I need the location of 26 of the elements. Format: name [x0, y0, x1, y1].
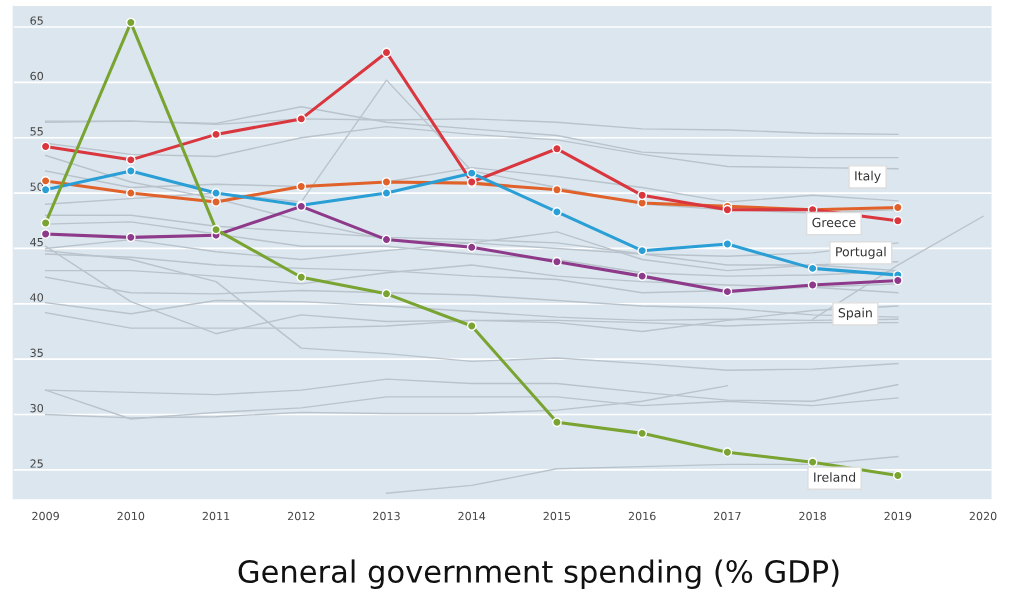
x-tick-label: 2011	[202, 511, 230, 521]
y-tick-label: 30	[30, 403, 44, 413]
series-label: Greece	[812, 217, 856, 228]
series-label: Portugal	[836, 246, 886, 259]
x-tick-label: 2015	[543, 511, 571, 521]
y-tick-label: 60	[30, 71, 44, 81]
series-label: Spain	[838, 307, 872, 320]
y-tick-label: 35	[30, 348, 43, 358]
series-label: Ireland	[814, 472, 856, 482]
x-tick-label: 2013	[373, 511, 400, 521]
y-tick-label: 55	[30, 127, 43, 136]
y-tick-label: 45	[30, 238, 43, 247]
x-tick-label: 2014	[458, 511, 486, 521]
x-tick-label: 2010	[117, 511, 145, 521]
y-tick-label: 25	[30, 459, 43, 468]
series-label: Italy	[855, 170, 881, 183]
x-tick-label: 2018	[799, 511, 826, 521]
x-tick-label: 2017	[714, 511, 741, 521]
x-tick-label: 2009	[32, 511, 59, 521]
text: General government spending (% GDP)	[238, 559, 839, 589]
y-tick-label: 65	[30, 16, 43, 25]
y-tick-label: 40	[30, 293, 44, 302]
x-tick-label: 2016	[628, 511, 656, 521]
x-tick-label: 2019	[884, 511, 912, 521]
x-tick-label: 2020	[969, 511, 997, 521]
x-tick-label: 2012	[287, 511, 315, 521]
